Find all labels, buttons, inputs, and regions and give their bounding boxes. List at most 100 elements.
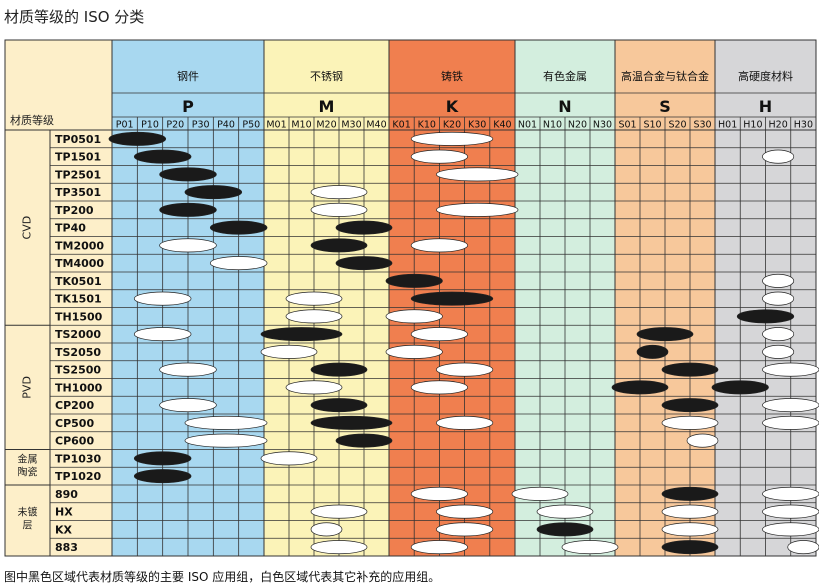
secondary-application-mark [436,522,494,537]
secondary-application-mark [133,327,192,342]
secondary-application-mark [436,362,494,377]
grade-label: TP0501 [55,133,101,146]
secondary-application-mark [410,327,468,342]
sub-label-M20: M20 [316,120,336,131]
grade-label: TP40 [55,222,86,235]
sub-label-P40: P40 [217,120,235,131]
secondary-application-mark [436,167,519,182]
category-label: 金属陶瓷 [18,452,38,478]
secondary-application-mark [436,202,519,217]
primary-application-mark [335,433,393,448]
sub-label-N01: N01 [518,120,537,131]
sub-label-P10: P10 [141,120,159,131]
primary-application-mark [159,202,217,217]
sub-label-N20: N20 [568,120,587,131]
primary-application-mark [108,131,167,146]
secondary-application-mark [410,540,468,555]
secondary-application-mark [310,185,368,200]
secondary-application-mark [762,522,819,537]
secondary-application-mark [310,540,368,555]
secondary-application-mark [762,486,819,501]
grade-label: CP600 [55,435,94,448]
group-letter-H: H [759,97,772,116]
table-frame [4,39,817,557]
secondary-application-mark [661,504,719,519]
secondary-application-mark [410,131,494,146]
primary-application-mark [184,185,243,200]
primary-application-mark [159,167,217,182]
grade-label: TP1501 [55,151,101,164]
sub-label-H10: H10 [743,120,762,131]
sub-label-M40: M40 [366,120,386,131]
secondary-application-mark [133,291,192,306]
sub-label-M10: M10 [291,120,311,131]
secondary-application-mark [762,273,795,288]
sub-label-S20: S20 [668,120,686,131]
primary-application-mark [661,398,719,413]
group-name-M: 不锈钢 [310,70,343,83]
grade-label: TS2000 [55,328,101,341]
group-letter-P: P [182,97,194,116]
grade-label: TH1500 [55,310,103,323]
primary-application-mark [310,398,368,413]
primary-application-mark [661,540,719,555]
sub-label-K40: K40 [493,120,511,131]
primary-application-mark [611,380,669,395]
grade-label: CP200 [55,399,94,412]
grade-label: TH1000 [55,381,103,394]
secondary-application-mark [184,433,268,448]
secondary-application-mark [410,238,468,253]
secondary-application-mark [385,309,443,324]
secondary-application-mark [762,149,795,164]
secondary-application-mark [511,486,569,501]
secondary-application-mark [410,486,468,501]
sub-label-N30: N30 [593,120,612,131]
secondary-application-mark [310,522,343,537]
primary-application-mark [661,486,719,501]
secondary-application-mark [762,291,795,306]
group-name-P: 钢件 [177,70,199,83]
primary-application-mark [335,220,393,235]
group-letter-N: N [558,97,571,116]
secondary-application-mark [762,504,819,519]
primary-application-mark [133,149,192,164]
secondary-application-mark [184,415,268,430]
primary-application-mark [310,238,368,253]
secondary-application-mark [762,398,819,413]
primary-application-mark [310,362,368,377]
primary-application-mark [385,273,443,288]
sub-label-P50: P50 [242,120,260,131]
secondary-application-mark [159,362,217,377]
grade-label: 883 [55,541,78,554]
primary-application-mark [736,309,795,324]
grade-label: TK1501 [55,293,102,306]
secondary-application-mark [762,362,819,377]
secondary-application-mark [762,344,795,359]
sub-label-H30: H30 [794,120,813,131]
grade-label: TP3501 [55,186,101,199]
secondary-application-mark [762,415,819,430]
secondary-application-mark [762,327,795,342]
group-letter-K: K [446,97,459,116]
secondary-application-mark [310,202,368,217]
sub-label-P30: P30 [192,120,210,131]
primary-application-mark [410,291,494,306]
secondary-application-mark [285,309,343,324]
secondary-application-mark [661,415,719,430]
grade-label: TS2500 [55,364,101,377]
sub-label-H01: H01 [718,120,737,131]
secondary-application-mark [159,238,217,253]
secondary-application-mark [686,433,719,448]
group-letter-S: S [659,97,671,116]
label-area-bg [5,40,112,556]
primary-application-mark [636,327,694,342]
primary-application-mark [260,327,343,342]
sub-label-S10: S10 [643,120,661,131]
grade-label: KX [55,523,73,536]
secondary-application-mark [385,344,443,359]
secondary-application-mark [787,540,819,555]
category-label: PVD [21,376,34,399]
sub-label-S01: S01 [618,120,636,131]
group-name-S: 高温合金与钛合金 [621,69,709,83]
